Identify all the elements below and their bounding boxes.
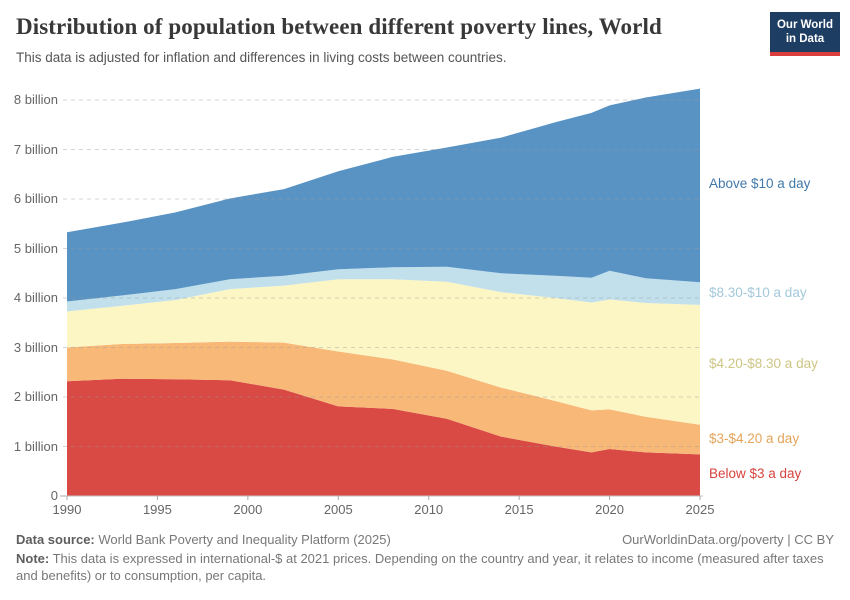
stacked-area-chart[interactable]	[0, 0, 850, 530]
y-tick-label: 3 billion	[13, 339, 58, 355]
note-label: Note:	[16, 551, 50, 566]
note-text: This data is expressed in international-…	[16, 551, 824, 583]
y-tick-label: 8 billion	[13, 92, 58, 107]
page-title: Distribution of population between diffe…	[16, 14, 662, 39]
area-8-30-10[interactable]	[67, 266, 700, 312]
area-3-4-20[interactable]	[67, 341, 700, 455]
attribution-link[interactable]: OurWorldinData.org/poverty | CC BY	[622, 532, 834, 547]
x-tick-label: 2015	[504, 502, 534, 517]
legend-label-4-20-8-30[interactable]: $4.20-$8.30 a day	[709, 355, 818, 371]
y-tick-label: 1 billion	[13, 438, 58, 454]
legend-label-3-4-20[interactable]: $3-$4.20 a day	[709, 430, 800, 446]
owid-logo[interactable]: Our World in Data	[770, 12, 840, 56]
x-tick-label: 2025	[685, 502, 715, 517]
data-source-label: Data source:	[16, 532, 95, 547]
y-tick-label: 4 billion	[13, 290, 58, 305]
area-4-20-8-30[interactable]	[67, 279, 700, 425]
y-tick-label: 5 billion	[13, 240, 58, 256]
x-tick-label: 2010	[414, 502, 444, 517]
note-line: Note: This data is expressed in internat…	[16, 551, 834, 584]
legend-label-8-30-10[interactable]: $8.30-$10 a day	[709, 284, 807, 300]
data-source-line: Data source: World Bank Poverty and Ineq…	[16, 532, 391, 547]
x-tick-label: 2020	[595, 502, 625, 517]
area-above-10[interactable]	[67, 88, 700, 302]
y-tick-label: 2 billion	[13, 389, 58, 404]
data-source-text: World Bank Poverty and Inequality Platfo…	[94, 532, 391, 547]
y-tick-label: 7 billion	[13, 141, 58, 157]
y-tick-label: 6 billion	[13, 191, 58, 206]
x-tick-label: 2000	[233, 502, 263, 517]
x-tick-label: 2005	[323, 502, 353, 517]
area-below-3[interactable]	[67, 378, 700, 496]
page-subtitle: This data is adjusted for inflation and …	[16, 50, 507, 65]
owid-logo-line2: in Data	[785, 33, 825, 46]
x-tick-label: 1995	[142, 502, 172, 517]
legend-label-below-3[interactable]: Below $3 a day	[709, 466, 802, 482]
x-tick-label: 1990	[52, 502, 82, 517]
y-tick-label: 0	[50, 488, 58, 503]
owid-logo-line1: Our World	[776, 19, 833, 31]
chart-labels: 0 1 billion 2 billion 3 billion 4 billion 5 b…	[13, 92, 818, 517]
legend-label-above-10[interactable]: Above $10 a day	[709, 176, 811, 192]
